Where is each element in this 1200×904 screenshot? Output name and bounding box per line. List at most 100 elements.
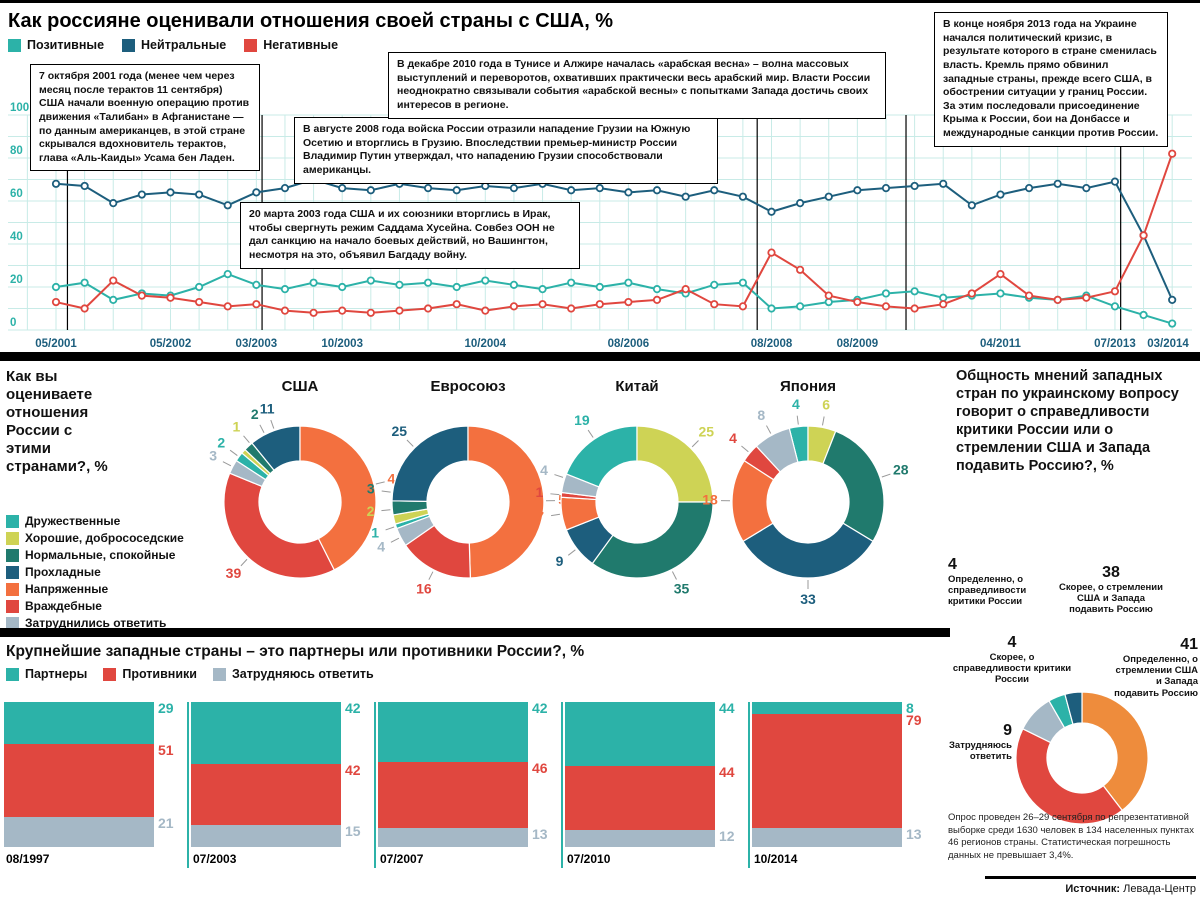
legend-swatch <box>6 548 19 562</box>
section-divider-1 <box>0 352 1200 361</box>
svg-text:33: 33 <box>800 591 816 607</box>
survey-note: Опрос проведен 26–29 сентября по репрезе… <box>948 812 1194 861</box>
svg-text:8: 8 <box>757 407 765 423</box>
bar-value: 42 <box>345 700 361 716</box>
donut-title-Евросоюз: Евросоюз <box>430 378 506 395</box>
legend-item: Дружественные <box>6 514 184 528</box>
annotation-iraq-2003: 20 марта 2003 года США и их союзники вто… <box>240 202 580 269</box>
bar-value: 44 <box>719 700 735 716</box>
legend-item: Нормальные, спокойные <box>6 548 184 562</box>
legend-swatch <box>6 531 19 545</box>
opinion-question: Общность мнений западных стран по украин… <box>956 368 1179 474</box>
series-Негативные <box>51 149 1177 317</box>
partners-title: Крупнейшие западные страны – это партнер… <box>6 643 585 660</box>
bar-date: 08/1997 <box>6 852 50 866</box>
bar-value: 12 <box>719 827 735 844</box>
bar-date: 07/2003 <box>193 852 237 866</box>
svg-text:35: 35 <box>674 580 690 596</box>
svg-text:08/2009: 08/2009 <box>837 338 879 350</box>
donut-США: 2121143393 <box>209 401 403 581</box>
bar-segment-Затрудняюсь ответить <box>4 816 154 847</box>
opinion-text: Определенно, о справедливости критики Ро… <box>948 574 1027 608</box>
top-rule <box>0 0 1200 3</box>
donut-title-США: США <box>281 378 319 395</box>
bar-segment-Противники <box>378 762 528 829</box>
opinion-text: Скорее, о справедливости критики России <box>952 652 1072 686</box>
svg-text:10/2004: 10/2004 <box>465 338 507 350</box>
source-label: Источник: <box>1065 883 1121 895</box>
legend-swatch <box>6 616 19 630</box>
bar-group-08/1997: 29 51 21 08/1997 <box>4 700 191 870</box>
legend-label: Затруднились ответить <box>25 616 167 630</box>
opinion-label-definitely-suppress: 41 Определенно, о стремлении США и Запад… <box>1112 636 1198 699</box>
opinion-text: Определенно, о стремлении США и Запада п… <box>1114 654 1198 699</box>
legend-label: Дружественные <box>25 514 121 528</box>
svg-text:1: 1 <box>536 484 544 500</box>
legend-swatch <box>122 38 136 52</box>
y-axis-labels: 0 20 40 60 80 100 <box>10 102 29 329</box>
bar-segment-Затрудняюсь ответить <box>378 828 528 847</box>
svg-text:0: 0 <box>10 317 16 329</box>
legend-swatch <box>103 667 117 681</box>
series-Нейтральные <box>51 175 1177 304</box>
relations-legend: Дружественные Хорошие, добрососедские Норм… <box>6 514 184 633</box>
bar-segment-Противники <box>4 743 154 817</box>
opinion-label-rather-fair: 4 Скорее, о справедливости критики Росси… <box>950 634 1074 686</box>
legend-swatch <box>6 565 19 579</box>
legend-label: Позитивные <box>27 38 105 52</box>
bar-date: 07/2010 <box>567 852 611 866</box>
bar-value: 51 <box>158 741 174 758</box>
svg-text:6: 6 <box>822 398 830 413</box>
bar-segment-Партнеры <box>378 702 528 763</box>
svg-text:4: 4 <box>729 430 737 446</box>
legend-item: Нейтральные <box>122 38 226 52</box>
bar-group-07/2003: 42 42 15 07/2003 <box>191 700 378 870</box>
svg-text:04/2011: 04/2011 <box>980 338 1022 350</box>
bar-divider <box>748 702 750 868</box>
svg-text:7: 7 <box>536 508 544 524</box>
svg-text:03/2014: 03/2014 <box>1147 338 1189 350</box>
svg-text:20: 20 <box>10 274 23 286</box>
opinion-value: 9 <box>1003 722 1012 739</box>
series-Позитивные <box>51 270 1177 328</box>
svg-text:4: 4 <box>792 398 800 412</box>
opinion-value: 4 <box>1007 634 1017 651</box>
opinion-value: 4 <box>948 556 957 573</box>
svg-text:16: 16 <box>416 581 432 597</box>
svg-text:25: 25 <box>699 424 715 440</box>
bar-value: 29 <box>158 700 174 716</box>
bar-segment-Затрудняюсь ответить <box>191 825 341 847</box>
legend-item: Затруднились ответить <box>6 616 184 630</box>
bar-value: 15 <box>345 823 361 840</box>
x-axis-labels: 05/2001 05/2002 03/2003 10/2003 10/2004 08/20… <box>35 338 1189 350</box>
bar-divider <box>187 702 189 868</box>
svg-text:28: 28 <box>893 462 909 478</box>
footer-rule <box>985 876 1196 879</box>
bar-value: 8 <box>906 700 914 716</box>
legend-label: Хорошие, добрососедские <box>25 531 184 545</box>
opinion-label-hard-to-answer: 9 Затрудняюсь ответить <box>926 722 1012 762</box>
bar-segment-Противники <box>565 765 715 830</box>
svg-text:19: 19 <box>574 412 590 428</box>
bar-segment-Затрудняюсь ответить <box>752 828 902 847</box>
bar-value: 42 <box>532 700 548 716</box>
legend-label: Прохладные <box>25 565 101 579</box>
donut-Китай: 19 25 35 9 7 1 4 <box>536 412 715 596</box>
bar-date: 07/2007 <box>380 852 424 866</box>
bar-value: 44 <box>719 763 735 780</box>
svg-text:03/2003: 03/2003 <box>236 338 278 350</box>
bar-segment-Партнеры <box>752 702 902 714</box>
bar-divider <box>374 702 376 868</box>
legend-label: Затрудняюсь ответить <box>231 667 374 681</box>
legend-item: Негативные <box>244 38 338 52</box>
legend-item: Прохладные <box>6 565 184 579</box>
opinion-donut <box>1015 691 1149 825</box>
partners-legend: Партнеры Противники Затрудняюсь ответить <box>6 667 374 681</box>
bar-divider <box>561 702 563 868</box>
relations-question: Как вы оцениваете отношения России с эти… <box>6 368 108 475</box>
bar-segment-Партнеры <box>565 702 715 766</box>
opinion-value: 38 <box>1102 564 1120 581</box>
donut-Евросоюз: 1232550164 <box>367 423 574 597</box>
bar-segment-Противники <box>752 713 902 829</box>
